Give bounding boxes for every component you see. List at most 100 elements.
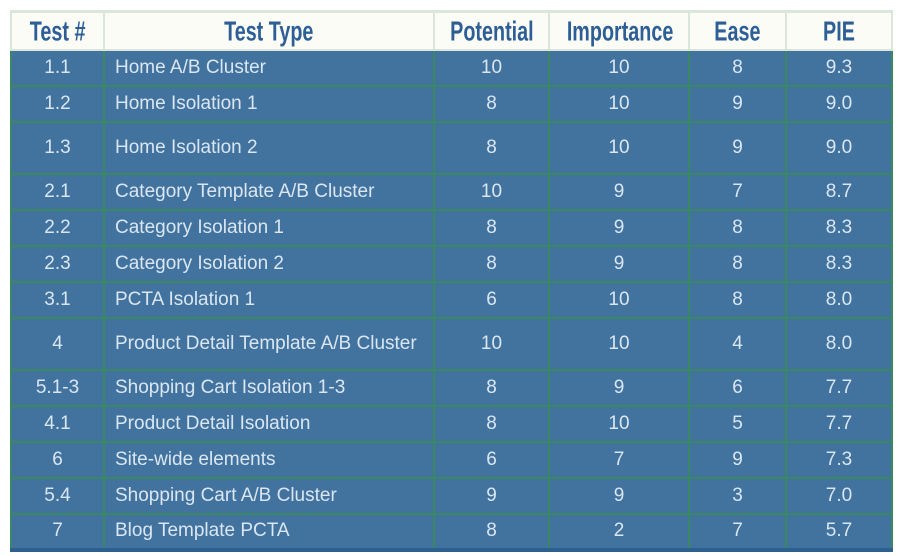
cell-test-num: 7: [10, 513, 105, 552]
pie-prioritization-table: Test # Test Type Potential Importance Ea…: [10, 10, 893, 552]
column-header-potential-label: Potential: [449, 14, 534, 47]
cell-importance: 9: [548, 245, 690, 283]
cell-ease: 8: [688, 49, 787, 87]
cell-potential: 6: [433, 441, 550, 479]
header-row: Test # Test Type Potential Importance Ea…: [10, 10, 893, 51]
cell-test-type: Product Detail Isolation: [103, 405, 435, 443]
column-header-test-num: Test #: [10, 10, 105, 51]
cell-pie: 9.0: [785, 121, 893, 175]
column-header-importance-label: Importance: [566, 14, 674, 47]
cell-test-num: 2.2: [10, 209, 105, 247]
cell-importance: 10: [548, 85, 690, 123]
cell-pie: 7.3: [785, 441, 893, 479]
cell-potential: 8: [433, 209, 550, 247]
cell-pie: 8.7: [785, 173, 893, 211]
cell-importance: 10: [548, 281, 690, 319]
cell-test-num: 5.4: [10, 477, 105, 515]
cell-potential: 10: [433, 49, 550, 87]
cell-ease: 3: [688, 477, 787, 515]
cell-test-num: 6: [10, 441, 105, 479]
cell-importance: 10: [548, 121, 690, 175]
cell-test-num: 4.1: [10, 405, 105, 443]
column-header-potential: Potential: [433, 10, 550, 51]
cell-potential: 8: [433, 121, 550, 175]
cell-importance: 9: [548, 173, 690, 211]
cell-pie: 9.3: [785, 49, 893, 87]
cell-potential: 8: [433, 245, 550, 283]
cell-ease: 7: [688, 173, 787, 211]
cell-pie: 7.0: [785, 477, 893, 515]
cell-test-num: 1.1: [10, 49, 105, 87]
column-header-test-type-label: Test Type: [224, 14, 314, 47]
cell-ease: 5: [688, 405, 787, 443]
cell-test-num: 4: [10, 317, 105, 371]
cell-test-type: Home Isolation 1: [103, 85, 435, 123]
cell-ease: 6: [688, 369, 787, 407]
cell-test-num: 1.3: [10, 121, 105, 175]
cell-test-num: 2.1: [10, 173, 105, 211]
cell-test-num: 3.1: [10, 281, 105, 319]
cell-ease: 4: [688, 317, 787, 371]
cell-pie: 7.7: [785, 405, 893, 443]
column-header-ease: Ease: [688, 10, 787, 51]
cell-importance: 7: [548, 441, 690, 479]
cell-importance: 9: [548, 369, 690, 407]
column-header-ease-label: Ease: [714, 14, 761, 47]
cell-pie: 8.3: [785, 245, 893, 283]
column-header-importance: Importance: [548, 10, 690, 51]
table-row: 3.1 PCTA Isolation 1 6 10 8 8.0: [10, 281, 893, 319]
table-row: 7 Blog Template PCTA 8 2 7 5.7: [10, 513, 893, 552]
cell-ease: 8: [688, 209, 787, 247]
cell-potential: 8: [433, 85, 550, 123]
cell-potential: 10: [433, 317, 550, 371]
cell-potential: 8: [433, 405, 550, 443]
table-row: 4 Product Detail Template A/B Cluster 10…: [10, 317, 893, 371]
cell-test-type: Category Isolation 2: [103, 245, 435, 283]
table-row: 4.1 Product Detail Isolation 8 10 5 7.7: [10, 405, 893, 443]
cell-ease: 9: [688, 441, 787, 479]
cell-test-type: Home Isolation 2: [103, 121, 435, 175]
cell-test-num: 5.1-3: [10, 369, 105, 407]
cell-test-type: Shopping Cart Isolation 1-3: [103, 369, 435, 407]
cell-pie: 8.0: [785, 317, 893, 371]
table-row: 2.1 Category Template A/B Cluster 10 9 7…: [10, 173, 893, 211]
cell-test-type: Site-wide elements: [103, 441, 435, 479]
cell-pie: 5.7: [785, 513, 893, 552]
table-row: 5.4 Shopping Cart A/B Cluster 9 9 3 7.0: [10, 477, 893, 515]
cell-importance: 9: [548, 477, 690, 515]
cell-test-num: 2.3: [10, 245, 105, 283]
cell-test-type: Product Detail Template A/B Cluster: [103, 317, 435, 371]
cell-potential: 10: [433, 173, 550, 211]
cell-test-type: Category Isolation 1: [103, 209, 435, 247]
cell-importance: 10: [548, 405, 690, 443]
cell-ease: 9: [688, 85, 787, 123]
cell-pie: 8.0: [785, 281, 893, 319]
cell-importance: 2: [548, 513, 690, 552]
cell-test-type: PCTA Isolation 1: [103, 281, 435, 319]
cell-pie: 7.7: [785, 369, 893, 407]
table-row: 5.1-3 Shopping Cart Isolation 1-3 8 9 6 …: [10, 369, 893, 407]
table-row: 2.3 Category Isolation 2 8 9 8 8.3: [10, 245, 893, 283]
cell-ease: 7: [688, 513, 787, 552]
table-row: 1.1 Home A/B Cluster 10 10 8 9.3: [10, 49, 893, 87]
cell-test-type: Category Template A/B Cluster: [103, 173, 435, 211]
column-header-test-type: Test Type: [103, 10, 435, 51]
table-row: 6 Site-wide elements 6 7 9 7.3: [10, 441, 893, 479]
cell-ease: 8: [688, 245, 787, 283]
cell-importance: 10: [548, 317, 690, 371]
table-row: 1.2 Home Isolation 1 8 10 9 9.0: [10, 85, 893, 123]
cell-pie: 9.0: [785, 85, 893, 123]
table-row: 2.2 Category Isolation 1 8 9 8 8.3: [10, 209, 893, 247]
cell-test-num: 1.2: [10, 85, 105, 123]
table-row: 1.3 Home Isolation 2 8 10 9 9.0: [10, 121, 893, 175]
cell-test-type: Home A/B Cluster: [103, 49, 435, 87]
cell-ease: 9: [688, 121, 787, 175]
cell-potential: 9: [433, 477, 550, 515]
column-header-pie-label: PIE: [823, 14, 855, 47]
cell-potential: 6: [433, 281, 550, 319]
cell-potential: 8: [433, 369, 550, 407]
cell-potential: 8: [433, 513, 550, 552]
cell-pie: 8.3: [785, 209, 893, 247]
cell-importance: 10: [548, 49, 690, 87]
